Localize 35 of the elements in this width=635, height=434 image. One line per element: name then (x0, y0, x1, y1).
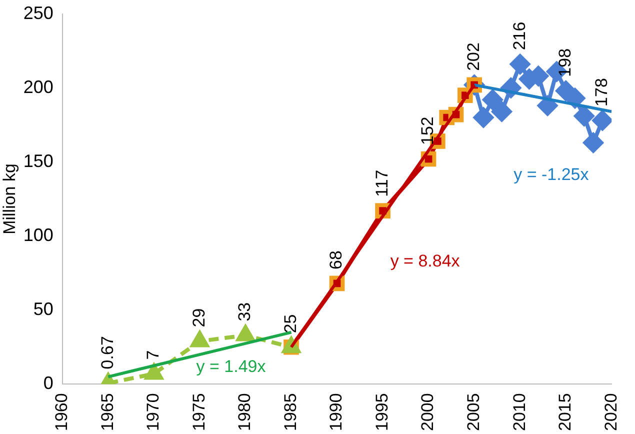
data-label: 152 (418, 116, 438, 145)
y-tick-label: 250 (23, 2, 54, 23)
x-tick-label: 1980 (235, 393, 254, 432)
x-tick-label: 1990 (326, 393, 346, 432)
x-tick-label: 1985 (280, 393, 300, 432)
x-tick-label: 1970 (144, 393, 163, 432)
data-label: 29 (189, 308, 208, 328)
x-tick-label: 1995 (372, 393, 392, 432)
annotation: y = 1.49x (196, 356, 266, 376)
data-label: 0.67 (98, 336, 117, 370)
y-tick-label: 100 (23, 225, 54, 245)
y-tick-label: 150 (23, 150, 54, 171)
x-tick-label: 1965 (98, 393, 117, 432)
data-label: 178 (592, 78, 612, 106)
x-tick-label: 2020 (601, 393, 620, 432)
x-tick-label: 2005 (464, 393, 483, 432)
x-tick-label: 2000 (418, 393, 438, 432)
x-tick-label: 1960 (52, 393, 72, 432)
y-axis-title: Million kg (0, 164, 19, 234)
annotation: y = 8.84x (390, 252, 460, 271)
y-tick-label: 50 (33, 299, 54, 320)
data-label: 25 (280, 314, 300, 334)
data-label: 7 (144, 350, 163, 360)
data-label: 198 (556, 48, 575, 77)
x-tick-label: 2010 (510, 393, 529, 432)
data-label: 33 (235, 302, 254, 322)
y-tick-label: 200 (23, 76, 54, 97)
annotation: y = -1.25x (514, 164, 590, 184)
x-tick-label: 2015 (556, 393, 575, 432)
data-label: 202 (464, 42, 483, 71)
data-label: 216 (510, 22, 529, 50)
data-label: 68 (326, 250, 346, 270)
x-tick-label: 1975 (189, 393, 208, 432)
data-label: 117 (372, 170, 392, 197)
y-tick-label: 0 (43, 373, 54, 394)
